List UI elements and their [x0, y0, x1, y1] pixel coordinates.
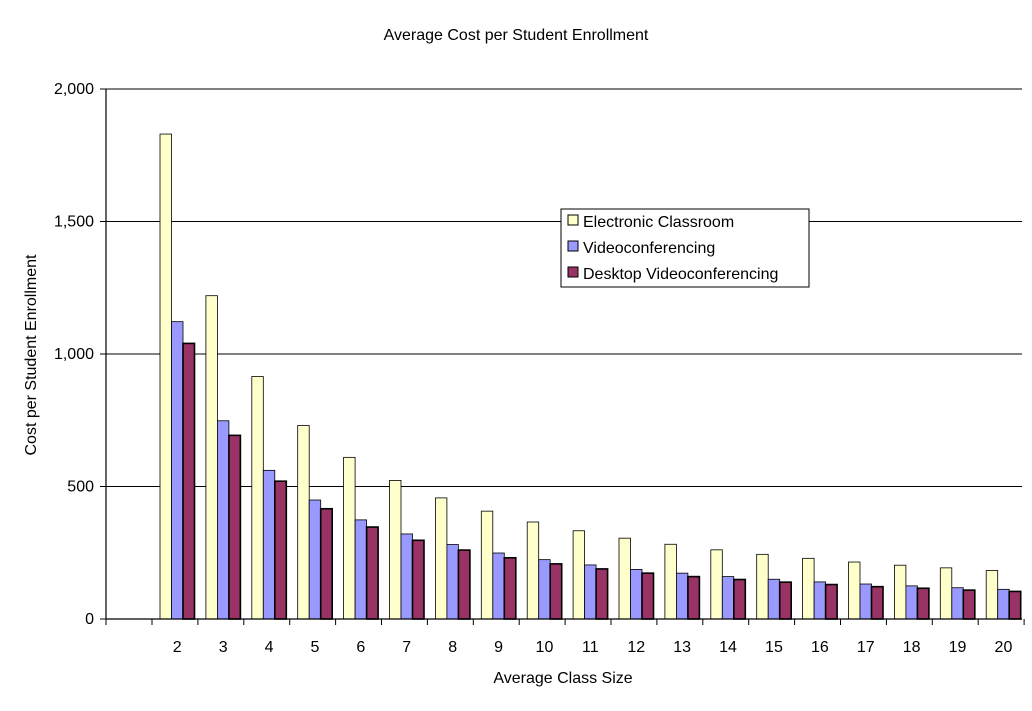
bar-electronic-classroom — [802, 557, 815, 620]
y-tick-label: 0 — [85, 611, 94, 628]
bar-videoconferencing — [813, 581, 826, 620]
y-tick-label: 500 — [67, 479, 94, 496]
legend: Electronic Classroom Videoconferencing D… — [560, 208, 810, 288]
bar-electronic-classroom — [343, 456, 356, 620]
bar-desktop-videoconferencing — [1008, 590, 1022, 620]
y-tick-label: 1,500 — [54, 214, 94, 231]
bar-desktop-videoconferencing — [595, 568, 609, 620]
bar-electronic-classroom — [664, 543, 677, 620]
bar-electronic-classroom — [756, 553, 769, 620]
bar-videoconferencing — [767, 578, 781, 620]
bar-electronic-classroom — [618, 537, 631, 620]
legend-label-videoconferencing: Videoconferencing — [583, 240, 715, 257]
bar-videoconferencing — [859, 583, 872, 620]
bar-electronic-classroom — [526, 521, 540, 620]
legend-swatch-desktop-videoconferencing — [567, 266, 579, 278]
bar-electronic-classroom — [572, 530, 585, 620]
bar-electronic-classroom — [297, 425, 310, 620]
bar-desktop-videoconferencing — [549, 563, 563, 620]
x-tick-label: 17 — [857, 639, 875, 656]
x-tick-label: 18 — [903, 639, 921, 656]
bar-desktop-videoconferencing — [228, 434, 242, 620]
y-tick-label: 2,000 — [54, 81, 94, 98]
y-tick-labels: 0 500 1,000 1,500 2,000 — [54, 81, 94, 628]
bar-desktop-videoconferencing — [411, 539, 425, 620]
bar-electronic-classroom — [985, 570, 999, 620]
x-tick-label: 12 — [627, 639, 645, 656]
bar-videoconferencing — [354, 519, 368, 620]
x-tick-label: 19 — [949, 639, 967, 656]
x-tick-label: 13 — [673, 639, 691, 656]
x-tick-label: 11 — [582, 639, 599, 656]
bar-electronic-classroom — [159, 133, 172, 620]
x-tick-label: 16 — [811, 639, 829, 656]
bar-desktop-videoconferencing — [273, 480, 288, 620]
bar-videoconferencing — [308, 499, 322, 620]
y-axis-label: Cost per Student Enrollment — [23, 254, 40, 456]
bar-desktop-videoconferencing — [641, 572, 655, 620]
y-tick-label: 1,000 — [54, 346, 94, 363]
bar-desktop-videoconferencing — [778, 581, 793, 620]
bar-electronic-classroom — [434, 497, 448, 620]
bar-videoconferencing — [171, 321, 184, 620]
gridlines — [106, 88, 1022, 487]
axes — [100, 88, 1025, 625]
bar-electronic-classroom — [710, 549, 723, 620]
x-tick-label: 14 — [719, 639, 737, 656]
bar-desktop-videoconferencing — [916, 587, 930, 620]
bar-desktop-videoconferencing — [457, 549, 471, 620]
x-tick-label: 20 — [995, 639, 1013, 656]
x-tick-label: 9 — [494, 639, 503, 656]
x-tick-label: 2 — [173, 639, 182, 656]
x-tick-label: 3 — [219, 639, 228, 656]
bar-videoconferencing — [584, 564, 597, 620]
bar-videoconferencing — [951, 587, 964, 620]
bar-desktop-videoconferencing — [870, 585, 884, 620]
bar-videoconferencing — [538, 559, 551, 620]
bar-electronic-classroom — [848, 561, 861, 620]
bar-desktop-videoconferencing — [824, 583, 838, 620]
bar-videoconferencing — [492, 552, 505, 620]
chart-title: Average Cost per Student Enrollment — [384, 27, 649, 44]
bar-desktop-videoconferencing — [503, 556, 517, 620]
bar-videoconferencing — [997, 588, 1010, 620]
bar-desktop-videoconferencing — [365, 526, 379, 620]
bar-videoconferencing — [630, 569, 643, 620]
x-axis-label: Average Class Size — [493, 670, 632, 687]
bar-electronic-classroom — [251, 376, 264, 620]
x-tick-label: 10 — [536, 639, 554, 656]
bar-desktop-videoconferencing — [962, 589, 976, 620]
legend-swatch-electronic-classroom — [567, 214, 579, 226]
legend-swatch-videoconferencing — [567, 240, 579, 252]
bar-desktop-videoconferencing — [687, 575, 701, 620]
bar-desktop-videoconferencing — [319, 507, 334, 620]
bars — [159, 133, 1022, 620]
bar-videoconferencing — [400, 533, 413, 620]
legend-label-desktop-videoconferencing: Desktop Videoconferencing — [583, 266, 778, 283]
bar-videoconferencing — [905, 585, 918, 620]
bar-electronic-classroom — [939, 567, 953, 620]
x-tick-label: 15 — [765, 639, 783, 656]
bar-desktop-videoconferencing — [182, 342, 196, 620]
bar-videoconferencing — [262, 469, 276, 620]
bar-videoconferencing — [216, 420, 230, 620]
bar-videoconferencing — [721, 576, 735, 620]
x-tick-label: 6 — [356, 639, 365, 656]
legend-label-electronic-classroom: Electronic Classroom — [583, 214, 734, 231]
legend-box — [560, 208, 810, 288]
bar-electronic-classroom — [480, 510, 494, 620]
x-tick-label: 8 — [448, 639, 457, 656]
x-tick-label: 5 — [310, 639, 319, 656]
bar-videoconferencing — [446, 544, 459, 620]
bar-desktop-videoconferencing — [732, 578, 747, 620]
bar-electronic-classroom — [894, 564, 907, 620]
x-tick-labels: 2 3 4 5 6 7 8 9 10 11 12 13 14 15 16 17 18 19 20 — [173, 639, 1013, 656]
bar-electronic-classroom — [205, 295, 218, 620]
bar-videoconferencing — [676, 572, 689, 620]
bar-electronic-classroom — [389, 480, 402, 620]
x-tick-label: 4 — [265, 639, 274, 656]
x-tick-label: 7 — [402, 639, 411, 656]
